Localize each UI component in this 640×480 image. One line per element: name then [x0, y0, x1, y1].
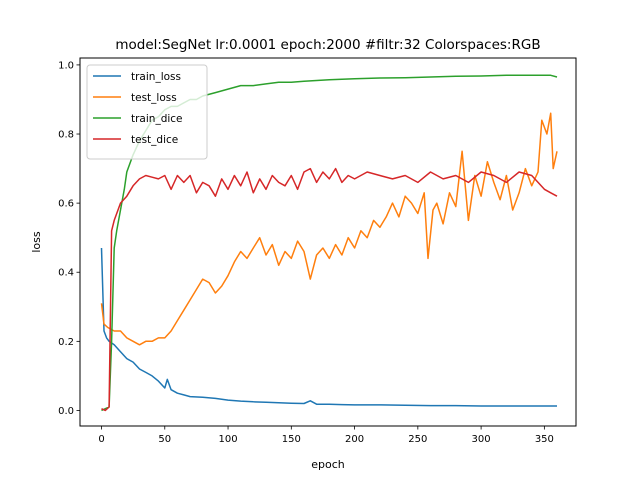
- legend-entry: train_loss: [131, 71, 181, 83]
- y-tick-label: 1.0: [58, 60, 74, 71]
- y-tick-label: 0.6: [58, 199, 74, 210]
- y-axis: 0.0 0.2 0.4 0.6 0.8 1.0: [58, 60, 80, 417]
- y-tick-label: 0.8: [58, 130, 74, 141]
- x-tick-label: 150: [282, 434, 301, 445]
- x-tick-label: 50: [158, 434, 171, 445]
- x-tick-label: 0: [98, 434, 104, 445]
- series-line-train-loss: [100, 247, 557, 407]
- x-tick-label: 350: [535, 434, 554, 445]
- legend: train_loss test_loss train_dice test_dice: [86, 64, 208, 160]
- x-axis: 0 50 100 150 200 250 300 350: [98, 426, 554, 445]
- y-tick-label: 0.2: [58, 337, 74, 348]
- y-tick-label: 0.0: [58, 406, 74, 417]
- legend-entry: test_loss: [131, 92, 177, 104]
- x-tick-label: 300: [472, 434, 491, 445]
- x-tick-label: 250: [408, 434, 427, 445]
- x-tick-label: 200: [345, 434, 364, 445]
- y-axis-label: loss: [30, 231, 43, 253]
- legend-entry: train_dice: [131, 113, 183, 125]
- series-line-test-loss: [100, 112, 558, 346]
- series-line-test-dice: [101, 167, 558, 412]
- chart-title: model:SegNet lr:0.0001 epoch:2000 #filtr…: [115, 37, 540, 53]
- x-axis-label: epoch: [311, 458, 345, 471]
- x-tick-label: 100: [218, 434, 237, 445]
- legend-box: [86, 64, 208, 160]
- plot-frame: [79, 57, 577, 427]
- legend-entry: test_dice: [131, 134, 178, 146]
- y-tick-label: 0.4: [58, 268, 74, 279]
